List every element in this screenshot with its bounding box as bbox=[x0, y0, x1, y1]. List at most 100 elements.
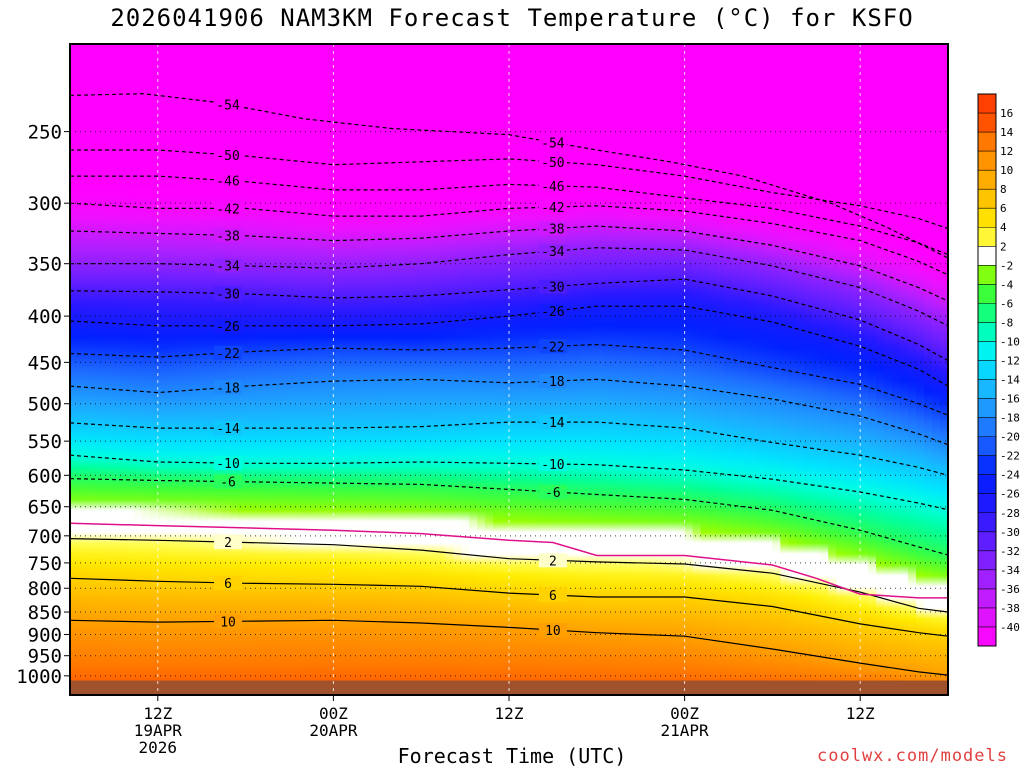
temperature-fill-strip bbox=[269, 44, 279, 695]
temperature-fill-strip bbox=[604, 44, 614, 695]
isotherm-label-bg bbox=[538, 588, 567, 603]
temperature-fill-strip bbox=[117, 44, 127, 695]
temperature-fill-strip bbox=[916, 44, 925, 695]
isotherm-label-bg bbox=[538, 135, 567, 150]
colorbar-label: -32 bbox=[1000, 545, 1020, 558]
y-tick-label: 900 bbox=[28, 624, 62, 646]
y-tick-label: 400 bbox=[28, 306, 62, 328]
temperature-fill-strip bbox=[548, 44, 558, 695]
isotherm-label-bg bbox=[538, 484, 567, 499]
temperature-fill-strip bbox=[365, 44, 374, 695]
isotherm-label: -10 bbox=[216, 457, 239, 472]
isotherm-label: -18 bbox=[216, 381, 239, 396]
source-credit: coolwx.com/models bbox=[817, 746, 1008, 766]
temperature-fill-strip bbox=[509, 44, 518, 695]
y-tick-label: 1000 bbox=[16, 666, 62, 688]
colorbar-label: 8 bbox=[1000, 183, 1007, 196]
colorbar-label: 14 bbox=[1000, 126, 1014, 139]
isotherm-label-bg bbox=[538, 221, 567, 236]
temperature-fill-strip bbox=[429, 44, 438, 695]
isotherm-label: -34 bbox=[216, 259, 240, 274]
colorbar-box bbox=[978, 170, 996, 190]
isotherm-label: -10 bbox=[541, 458, 564, 473]
temperature-fill-strip bbox=[125, 44, 135, 695]
isotherm-label: 10 bbox=[220, 615, 236, 630]
temperature-fill-strip bbox=[70, 44, 79, 695]
colorbar-box bbox=[978, 132, 996, 152]
colorbar-label: -10 bbox=[1000, 335, 1020, 348]
chart-title: 2026041906 NAM3KM Forecast Temperature (… bbox=[110, 4, 914, 32]
isotherm-label: -30 bbox=[541, 281, 564, 296]
y-tick-label: 700 bbox=[28, 526, 62, 548]
temperature-fill-strip bbox=[676, 44, 686, 695]
temperature-fill-strip bbox=[756, 44, 766, 695]
temperature-fill-strip bbox=[660, 44, 670, 695]
temperature-fill-strip bbox=[301, 44, 311, 695]
isotherm-label-bg bbox=[538, 623, 567, 638]
colorbar-box bbox=[978, 284, 996, 304]
y-tick-label: 450 bbox=[28, 352, 62, 374]
temperature-fill-strip bbox=[644, 44, 654, 695]
temperature-fill-strip bbox=[908, 44, 917, 695]
isotherm-label: -42 bbox=[541, 201, 564, 216]
colorbar-label: -34 bbox=[1000, 564, 1020, 577]
temperature-fill-strip bbox=[532, 44, 542, 695]
x-tick-label: 00Z bbox=[319, 704, 348, 723]
colorbar-label: -6 bbox=[1000, 297, 1013, 310]
isotherm-label-bg bbox=[538, 154, 567, 169]
colorbar-box bbox=[978, 379, 996, 400]
y-tick-label: 600 bbox=[28, 465, 62, 487]
temperature-fill-strip bbox=[485, 44, 494, 695]
temperature-fill-strip bbox=[85, 44, 95, 695]
temperature-fill-strip bbox=[540, 44, 550, 695]
temperature-fill-strip bbox=[77, 44, 87, 695]
temperature-fill-strip bbox=[333, 44, 342, 695]
colorbar-box bbox=[978, 569, 996, 590]
colorbar-box bbox=[978, 113, 996, 133]
temperature-fill-strip bbox=[413, 44, 422, 695]
y-tick-label: 650 bbox=[28, 497, 62, 519]
isotherm-label-bg bbox=[538, 178, 567, 193]
temperature-fill-strip bbox=[205, 44, 215, 695]
isotherm-label: -30 bbox=[216, 287, 239, 302]
temperature-fill-strip bbox=[900, 44, 909, 695]
temperature-fill-strip bbox=[293, 44, 303, 695]
x-tick-label: 21APR bbox=[661, 721, 710, 740]
isotherm-label-bg bbox=[538, 339, 567, 354]
colorbar-frame bbox=[977, 93, 997, 647]
colorbar-label: 2 bbox=[1000, 240, 1007, 253]
temperature-fill-strip bbox=[588, 44, 598, 695]
colorbar-label: 10 bbox=[1000, 164, 1013, 177]
colorbar-label: -12 bbox=[1000, 354, 1020, 367]
colorbar-box bbox=[978, 588, 996, 609]
temperature-fill-strip bbox=[421, 44, 430, 695]
temperature-fill-strip bbox=[141, 44, 151, 695]
isotherm-label: -6 bbox=[545, 486, 561, 501]
temperature-fill-strip bbox=[572, 44, 582, 695]
temperature-fill-strip bbox=[221, 44, 231, 695]
y-tick-label: 850 bbox=[28, 602, 62, 624]
temperature-fill-strip bbox=[788, 44, 797, 695]
colorbar-box bbox=[978, 322, 996, 342]
isotherm-label: -38 bbox=[216, 229, 239, 244]
temperature-fill-strip bbox=[405, 44, 414, 695]
x-tick-label: 12Z bbox=[846, 704, 875, 723]
isotherm-label: -14 bbox=[216, 422, 240, 437]
isotherm-label: -18 bbox=[541, 375, 564, 390]
colorbar-label: 6 bbox=[1000, 202, 1007, 215]
temperature-fill-strip bbox=[477, 44, 486, 695]
colorbar-box bbox=[978, 474, 996, 495]
colorbar-box bbox=[978, 512, 996, 533]
colorbar-label: -4 bbox=[1000, 278, 1014, 291]
y-tick-label: 950 bbox=[28, 646, 62, 668]
temperature-fill-strip bbox=[892, 44, 901, 695]
temperature-fill-strip bbox=[932, 44, 941, 695]
temperature-fill-strip bbox=[349, 44, 358, 695]
temperature-fill-strip bbox=[173, 44, 183, 695]
temperature-fill-strip bbox=[812, 44, 821, 695]
colorbar-label: -8 bbox=[1000, 316, 1013, 329]
colorbar-box bbox=[978, 626, 996, 647]
isotherm-label: -46 bbox=[216, 175, 239, 190]
colorbar-label: 16 bbox=[1000, 107, 1013, 120]
isotherm-label-bg bbox=[214, 258, 243, 273]
